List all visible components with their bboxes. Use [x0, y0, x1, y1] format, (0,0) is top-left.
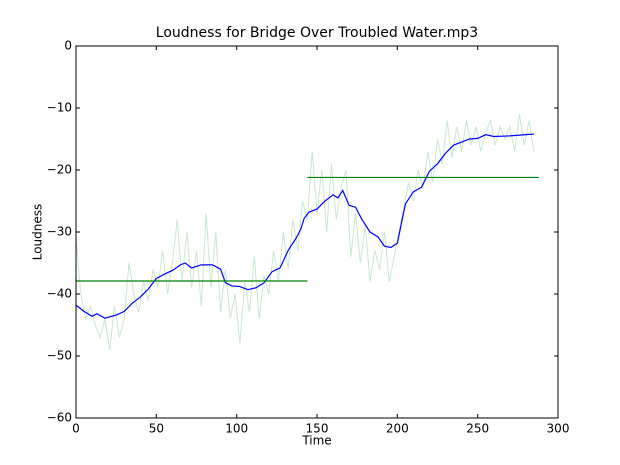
y-tick-label: 0	[64, 39, 72, 53]
series-line	[76, 176, 539, 282]
x-tick-label: 200	[386, 422, 409, 436]
series-line	[75, 133, 534, 319]
x-tick-label: 100	[225, 422, 248, 436]
chart-title: Loudness for Bridge Over Troubled Water.…	[156, 25, 478, 41]
x-tick-label: 150	[306, 422, 329, 436]
x-tick-label: 300	[547, 422, 570, 436]
x-axis-label: Time	[301, 434, 331, 448]
y-tick-label: −60	[47, 411, 72, 425]
y-axis-label: Loudness	[31, 204, 45, 261]
y-tick-label: −30	[47, 225, 72, 239]
y-tick-label: −40	[47, 287, 72, 301]
x-tick-label: 0	[72, 422, 80, 436]
y-tick-label: −20	[47, 163, 72, 177]
x-tick-label: 250	[466, 422, 489, 436]
y-tick-label: −50	[47, 349, 72, 363]
x-tick-label: 50	[149, 422, 164, 436]
y-tick-label: −10	[47, 101, 72, 115]
series-line	[75, 114, 535, 350]
